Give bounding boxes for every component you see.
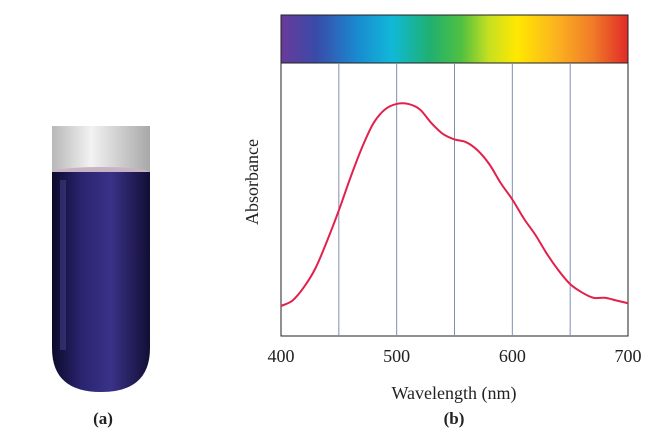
x-tick-label: 400 (268, 346, 295, 366)
x-axis-label: Wavelength (nm) (391, 383, 516, 404)
y-axis-label: Absorbance (242, 139, 262, 225)
spectrum-bar (281, 15, 628, 63)
absorbance-curve (280, 102, 629, 307)
x-tick-label: 500 (383, 346, 410, 366)
x-tick-label: 700 (615, 346, 642, 366)
panel-label: (a) (93, 409, 113, 428)
test-tube (52, 126, 150, 392)
panel-label: (b) (444, 409, 465, 428)
x-tick-label: 600 (499, 346, 526, 366)
